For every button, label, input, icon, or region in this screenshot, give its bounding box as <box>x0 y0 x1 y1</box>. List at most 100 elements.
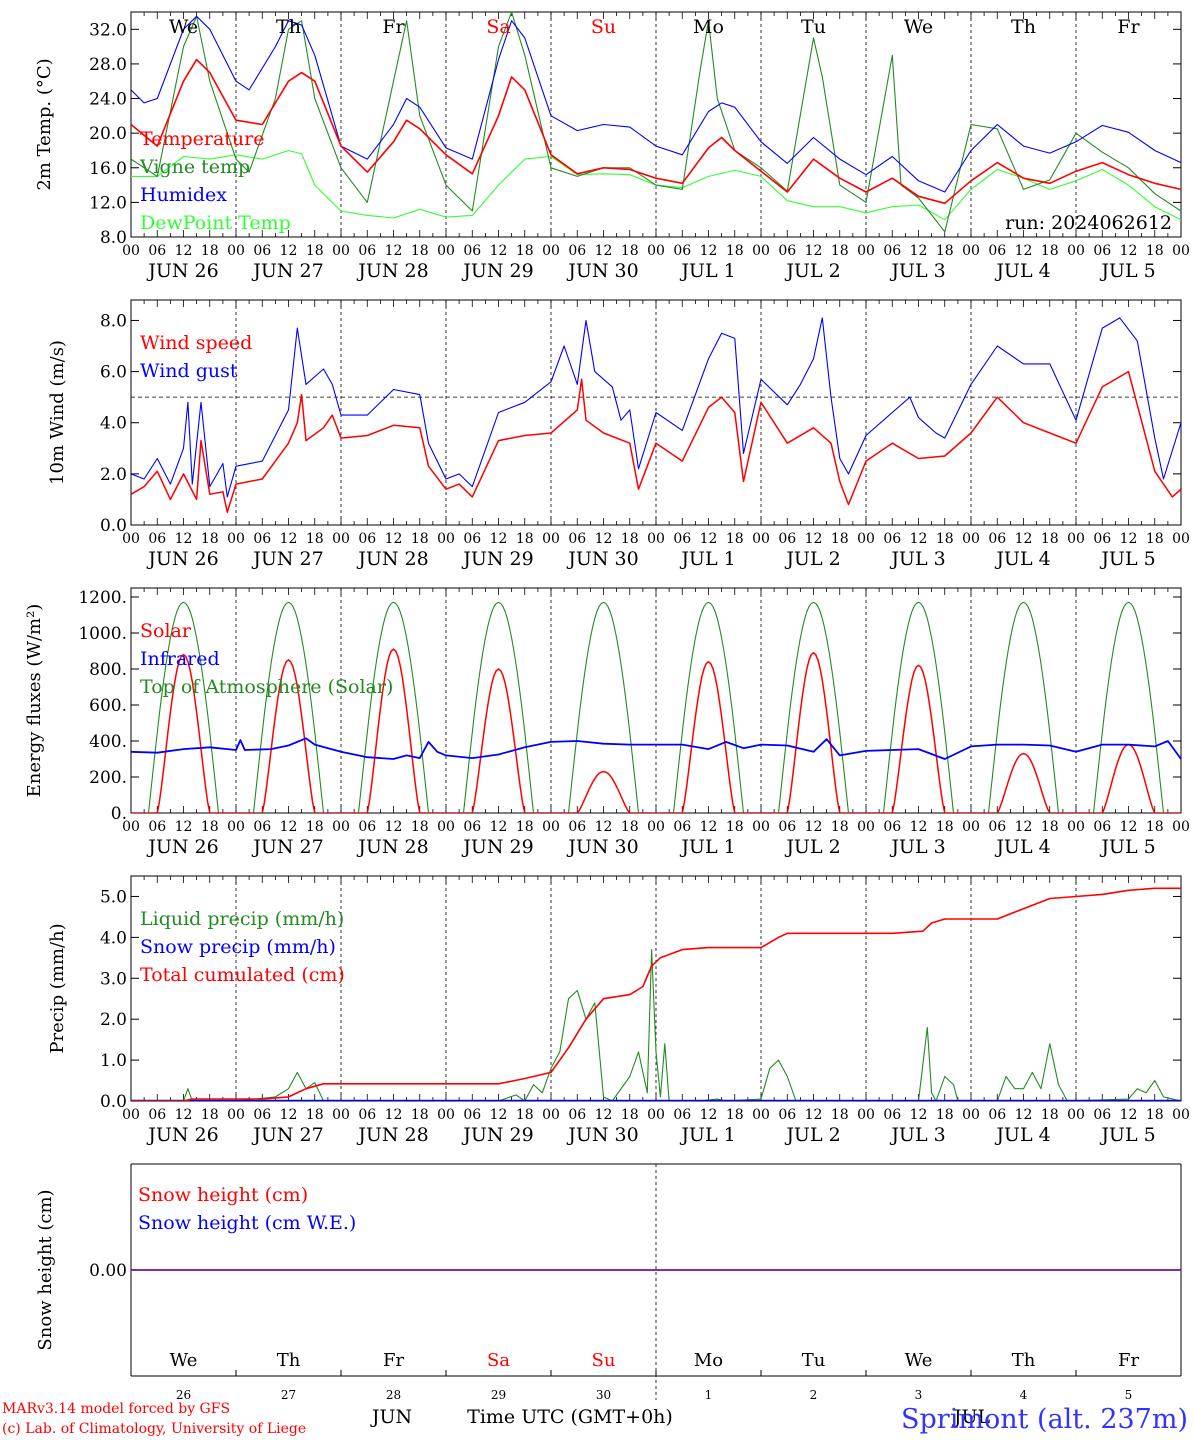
y-tick-label: 1000. <box>78 624 127 644</box>
weekday-label: Tu <box>802 1350 826 1371</box>
legend-entry-2: Wind gust <box>140 360 238 382</box>
hour-tick-label: 06 <box>673 243 691 259</box>
time-axis-title: Time UTC (GMT+0h) <box>467 1406 673 1428</box>
day-number-label: 26 <box>176 1388 191 1402</box>
hour-tick-label: 18 <box>201 243 219 259</box>
legend-entry-4: DewPoint Temp <box>140 212 291 234</box>
date-label: JUL 5 <box>1099 260 1155 282</box>
hour-tick-label: 12 <box>385 1107 403 1123</box>
y-tick-label: 24.0 <box>89 90 127 110</box>
y-tick-label: 12.0 <box>89 193 127 213</box>
date-label: JUL 4 <box>994 260 1050 282</box>
hour-tick-label: 12 <box>280 531 298 547</box>
month-label-jun: JUN <box>370 1406 412 1428</box>
weekday-label: Su <box>592 1350 616 1371</box>
hour-tick-label: 18 <box>621 1107 639 1123</box>
hour-tick-label: 06 <box>778 1107 796 1123</box>
hour-tick-label: 00 <box>122 819 140 835</box>
hour-tick-label: 00 <box>752 243 770 259</box>
hour-tick-label: 06 <box>358 243 376 259</box>
hour-tick-label: 12 <box>1120 1107 1138 1123</box>
hour-tick-label: 06 <box>463 1107 481 1123</box>
hour-tick-label: 12 <box>1015 531 1033 547</box>
hour-tick-label: 12 <box>490 1107 508 1123</box>
hour-tick-label: 18 <box>936 1107 954 1123</box>
date-label: JUL 3 <box>889 260 945 282</box>
y-tick-label: 28.0 <box>89 55 127 75</box>
legend-entry-1: Snow height (cm) <box>138 1184 308 1206</box>
y-axis-label: Snow height (cm) <box>35 1189 56 1350</box>
hour-tick-label: 00 <box>542 243 560 259</box>
hour-tick-label: 00 <box>1172 243 1190 259</box>
day-number-label: 3 <box>915 1388 923 1402</box>
date-label: JUL 4 <box>994 548 1050 570</box>
hour-tick-label: 18 <box>1146 243 1164 259</box>
hour-tick-label: 12 <box>490 531 508 547</box>
plot-area <box>131 12 1181 233</box>
hour-tick-label: 06 <box>778 531 796 547</box>
panel-1: 8.0 12.0 16.0 20.0 24.0 28.0 32.0 2m Temp. (°C)… <box>34 11 1190 282</box>
hour-tick-label: 06 <box>358 531 376 547</box>
legend-entry-1: Liquid precip (mm/h) <box>140 908 344 930</box>
weekday-label: We <box>170 1350 198 1371</box>
date-label: JUL 1 <box>679 548 735 570</box>
series-line-4 <box>131 149 1181 221</box>
hour-tick-label: 12 <box>280 243 298 259</box>
hour-tick-label: 00 <box>227 531 245 547</box>
weekday-label: Fr <box>382 16 405 38</box>
hour-tick-label: 06 <box>883 819 901 835</box>
hour-tick-label: 12 <box>1015 243 1033 259</box>
hour-tick-label: 00 <box>332 531 350 547</box>
hour-tick-label: 18 <box>516 531 534 547</box>
date-label: JUL 2 <box>784 1124 840 1146</box>
hour-tick-label: 00 <box>122 1107 140 1123</box>
hour-tick-label: 06 <box>358 819 376 835</box>
hour-tick-label: 06 <box>568 1107 586 1123</box>
weekday-label: Fr <box>1118 1350 1139 1371</box>
run-label: run: 2024062612 <box>1005 212 1172 234</box>
hour-tick-label: 18 <box>936 531 954 547</box>
date-label: JUL 5 <box>1099 1124 1155 1146</box>
hour-tick-label: 12 <box>175 531 193 547</box>
hour-tick-label: 06 <box>253 243 271 259</box>
hour-tick-label: 00 <box>332 1107 350 1123</box>
hour-tick-label: 00 <box>647 819 665 835</box>
hour-tick-label: 00 <box>752 1107 770 1123</box>
hour-tick-label: 00 <box>1067 243 1085 259</box>
y-tick-label: 3.0 <box>100 969 127 989</box>
date-label: JUL 4 <box>994 1124 1050 1146</box>
hour-tick-label: 18 <box>831 1107 849 1123</box>
y-tick-label: 0. <box>111 804 127 824</box>
hour-tick-label: 00 <box>1067 1107 1085 1123</box>
hour-tick-label: 06 <box>673 531 691 547</box>
hour-tick-label: 00 <box>962 819 980 835</box>
date-label: JUL 4 <box>994 836 1050 858</box>
hour-tick-label: 18 <box>831 819 849 835</box>
hour-tick-label: 00 <box>647 243 665 259</box>
hour-tick-label: 12 <box>595 1107 613 1123</box>
plot-area <box>131 887 1181 1101</box>
legend-entry-3: Top of Atmosphere (Solar) <box>140 676 393 698</box>
hour-tick-label: 00 <box>437 243 455 259</box>
hour-tick-label: 00 <box>1172 1107 1190 1123</box>
hour-tick-label: 18 <box>1041 531 1059 547</box>
plot-frame <box>130 587 1182 814</box>
hour-tick-label: 06 <box>148 243 166 259</box>
hour-tick-label: 00 <box>332 243 350 259</box>
month-label-jul: JUL <box>952 1406 991 1428</box>
date-label: JUN 27 <box>251 548 323 570</box>
y-tick-label: 2.0 <box>100 1010 127 1030</box>
hour-tick-label: 12 <box>700 1107 718 1123</box>
date-label: JUL 1 <box>679 836 735 858</box>
hour-tick-label: 12 <box>805 819 823 835</box>
hour-tick-label: 00 <box>542 1107 560 1123</box>
hour-tick-label: 06 <box>778 819 796 835</box>
hour-tick-label: 18 <box>1041 243 1059 259</box>
series-line-3 <box>131 887 1181 1101</box>
date-label: JUL 1 <box>679 1124 735 1146</box>
legend-entry-1: Temperature <box>140 128 264 150</box>
weekday-label: Th <box>277 1350 301 1371</box>
weekday-label: We <box>169 16 198 38</box>
